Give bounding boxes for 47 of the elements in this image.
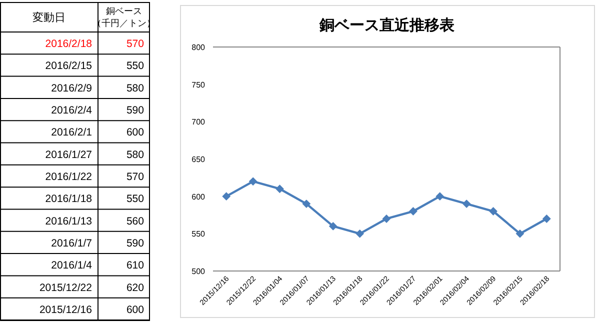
point	[436, 192, 444, 200]
text: 変動日	[32, 11, 66, 24]
data-label: 610	[126, 260, 144, 272]
chart-title: 銅ベース直近推移表	[318, 17, 456, 34]
point	[222, 192, 230, 200]
data-label: 560	[126, 215, 144, 228]
data-label: 600	[126, 126, 144, 139]
y-tick-label: 800	[192, 43, 206, 52]
point	[409, 207, 418, 216]
category-label: 2016/1/13	[45, 215, 92, 228]
y-tick-label: 700	[192, 118, 206, 127]
category-label: 2016/2/1	[51, 126, 92, 139]
category-label: 2016/1/4	[51, 260, 92, 272]
y-tick-label: 600	[192, 192, 206, 202]
point	[356, 230, 364, 238]
data-label: 600	[126, 304, 144, 316]
data-label: 550	[126, 60, 144, 72]
data-label: 620	[126, 282, 144, 294]
point	[302, 200, 310, 208]
data-label: 580	[126, 82, 144, 94]
data-label: 570	[126, 171, 144, 183]
category-label: 2016/2/18	[45, 38, 92, 50]
data-label: 580	[126, 148, 144, 161]
point	[276, 184, 284, 193]
category-label: 2016/2/15	[45, 60, 92, 72]
point	[382, 214, 390, 223]
data-label: 570	[126, 38, 144, 50]
category-label: 2016/1/7	[51, 237, 92, 250]
data-label: 590	[126, 104, 144, 117]
y-tick-label: 550	[192, 230, 206, 239]
point	[462, 200, 471, 208]
point	[329, 222, 338, 230]
category-label: 2016/2/4	[51, 104, 92, 117]
category-label: 2015/12/16	[39, 304, 92, 316]
y-tick-label: 500	[192, 267, 206, 276]
category-label: 2016/1/27	[45, 148, 92, 161]
y-tick-label: 750	[192, 80, 206, 90]
point	[489, 207, 498, 216]
category-label: 2016/1/22	[45, 171, 92, 183]
point	[516, 230, 524, 238]
category-label: 2016/2/9	[51, 82, 92, 94]
data-label: 550	[126, 193, 144, 206]
point	[542, 214, 551, 223]
y-tick-label: 650	[192, 155, 206, 164]
point	[249, 177, 258, 186]
category-label: 2016/1/18	[45, 193, 92, 206]
data-label: 590	[126, 237, 144, 250]
